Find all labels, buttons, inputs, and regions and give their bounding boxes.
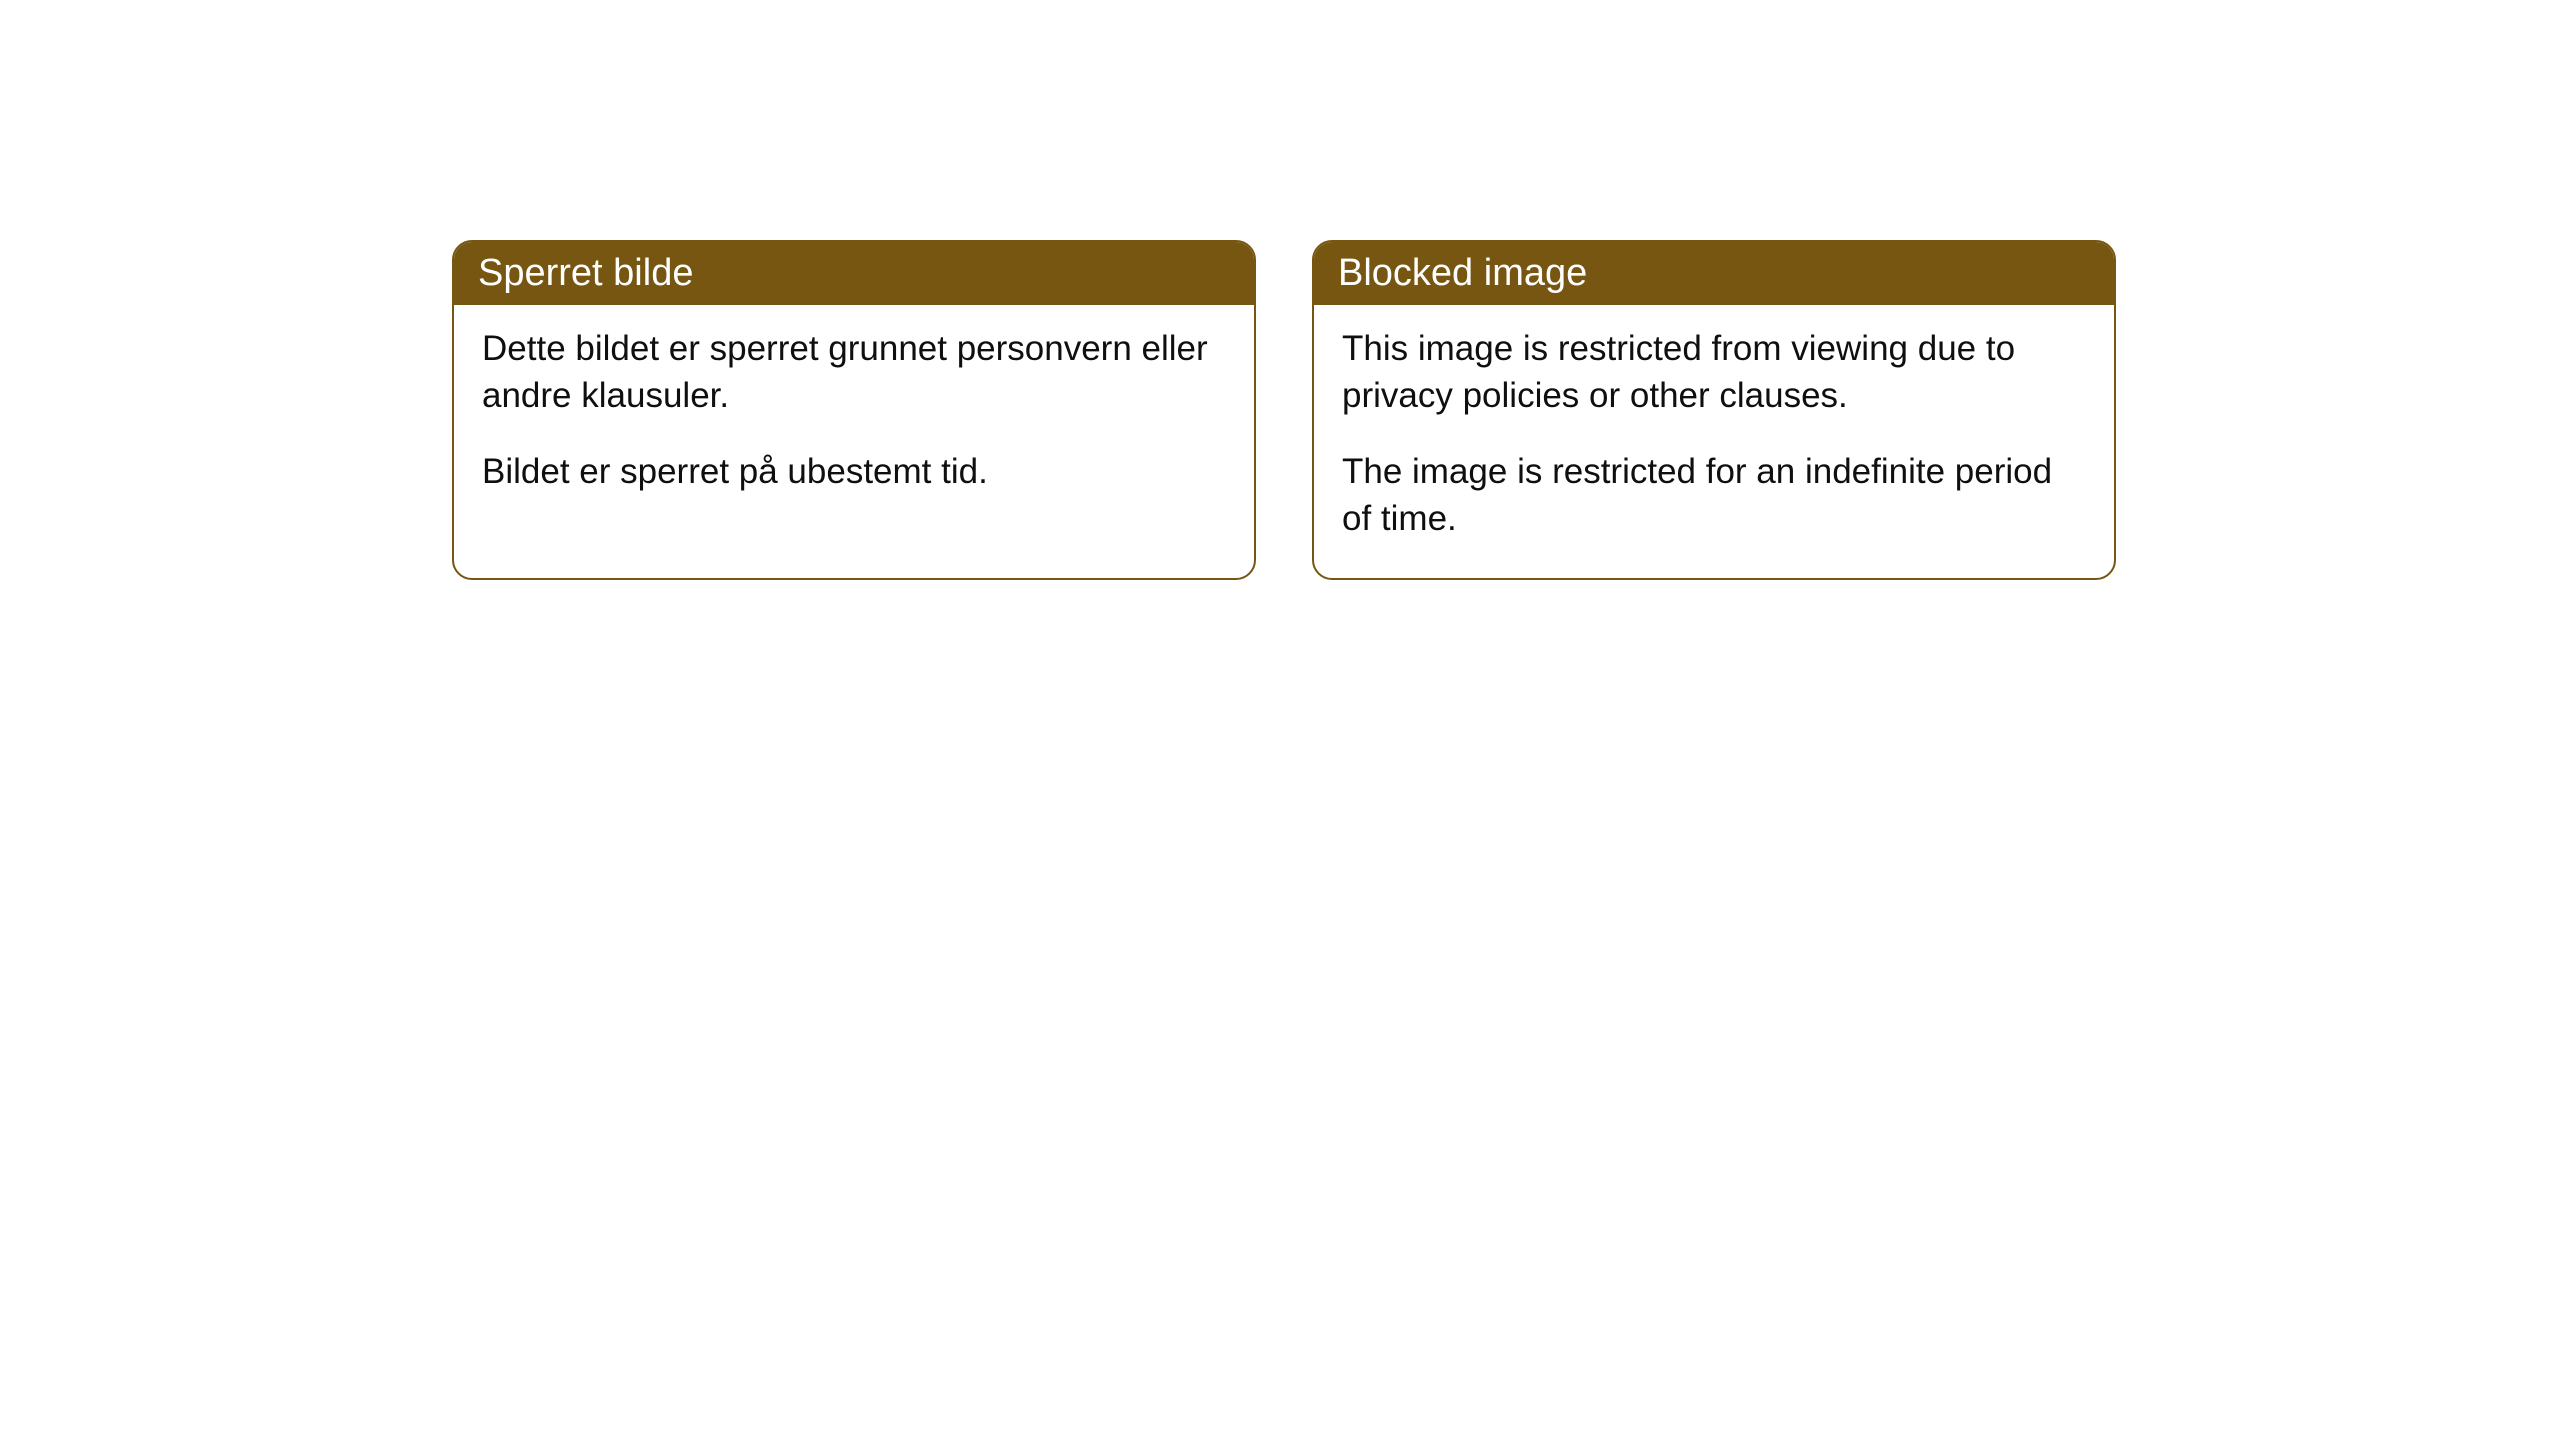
- card-header: Blocked image: [1314, 242, 2114, 305]
- card-paragraph: This image is restricted from viewing du…: [1342, 325, 2086, 420]
- card-body: This image is restricted from viewing du…: [1314, 305, 2114, 578]
- card-paragraph: Bildet er sperret på ubestemt tid.: [482, 448, 1226, 495]
- notice-container: Sperret bilde Dette bildet er sperret gr…: [452, 240, 2560, 580]
- card-paragraph: The image is restricted for an indefinit…: [1342, 448, 2086, 543]
- card-title: Sperret bilde: [478, 252, 693, 294]
- card-body: Dette bildet er sperret grunnet personve…: [454, 305, 1254, 531]
- notice-card-norwegian: Sperret bilde Dette bildet er sperret gr…: [452, 240, 1256, 580]
- card-title: Blocked image: [1338, 252, 1587, 294]
- card-paragraph: Dette bildet er sperret grunnet personve…: [482, 325, 1226, 420]
- notice-card-english: Blocked image This image is restricted f…: [1312, 240, 2116, 580]
- card-header: Sperret bilde: [454, 242, 1254, 305]
